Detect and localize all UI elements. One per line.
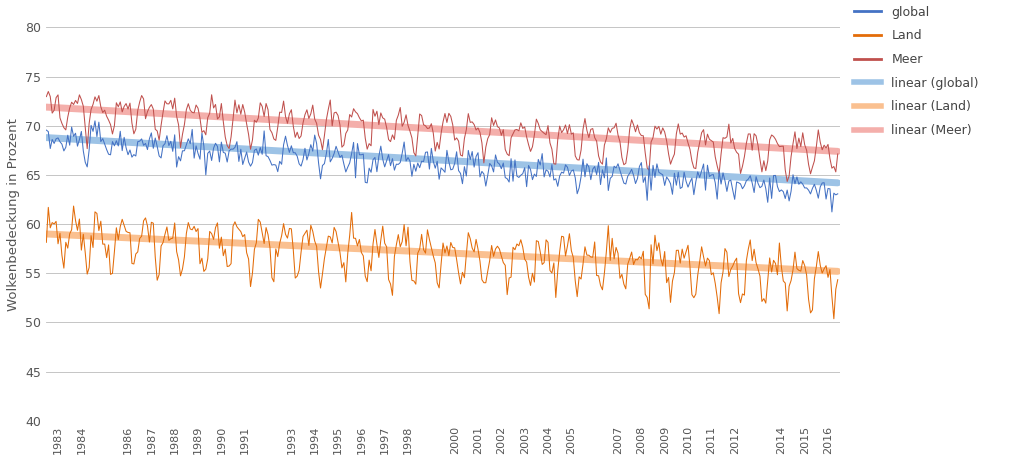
Legend: global, Land, Meer, linear (global), linear (Land), linear (Meer): global, Land, Meer, linear (global), lin… — [854, 6, 979, 137]
Y-axis label: Wolkenbedeckung in Prozent: Wolkenbedeckung in Prozent — [7, 118, 19, 311]
